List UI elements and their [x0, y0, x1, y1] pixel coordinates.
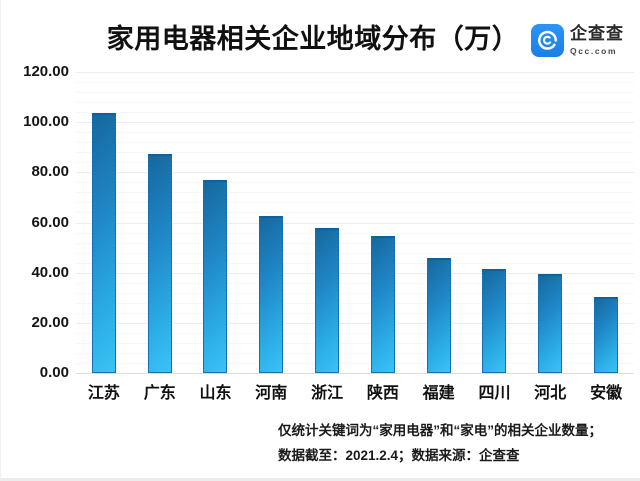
- x-tick-label: 福建: [422, 385, 455, 402]
- major-gridline: [76, 272, 634, 274]
- qcc-logo-domain: Qcc.com: [570, 46, 618, 56]
- bar-广东: [147, 153, 172, 373]
- major-gridline: [76, 122, 634, 124]
- minor-gridline: [76, 332, 634, 334]
- y-tick-label: 40.00: [31, 263, 69, 281]
- minor-gridline: [76, 232, 634, 234]
- bar-slot: [243, 72, 299, 373]
- x-tick-label: 江苏: [87, 385, 120, 402]
- bar-slot: [522, 72, 578, 373]
- bar-四川: [482, 268, 507, 373]
- y-tick-label: 120.00: [23, 63, 69, 80]
- x-axis: 江苏 广东 山东 河南 浙江 陕西 福建 四川 河北 安徽: [76, 379, 634, 403]
- y-tick-label: 80.00: [31, 163, 69, 181]
- minor-gridline: [76, 112, 634, 114]
- footnote-line2: 数据截至：2021.2.4；数据来源：企查查: [278, 448, 520, 463]
- minor-gridline: [76, 152, 634, 154]
- x-tick-label: 四川: [478, 385, 511, 402]
- y-tick-label: 0.00: [39, 364, 69, 381]
- minor-gridline: [76, 352, 634, 354]
- minor-gridline: [76, 102, 634, 104]
- minor-gridline: [76, 162, 634, 164]
- x-tick-label: 陕西: [366, 385, 399, 402]
- minor-gridline: [76, 142, 634, 144]
- footnote: 仅统计关键词为“家用电器”和“家电”的相关企业数量； 数据截至：2021.2.4…: [278, 418, 602, 468]
- bar-河南: [259, 216, 284, 373]
- bar-slot: [467, 72, 523, 373]
- bar-浙江: [315, 227, 340, 373]
- minor-gridline: [76, 82, 634, 84]
- minor-gridline: [76, 182, 634, 184]
- x-axis-line: [76, 373, 634, 374]
- x-tick-label: 山东: [199, 385, 232, 402]
- major-gridline: [76, 222, 634, 224]
- x-tick-label: 浙江: [311, 385, 344, 402]
- bar-slot: [76, 72, 132, 373]
- minor-gridline: [76, 302, 634, 304]
- y-tick-label: 20.00: [31, 313, 69, 331]
- minor-gridline: [76, 132, 634, 134]
- bar-河北: [538, 273, 563, 373]
- bar-slot: [188, 72, 244, 373]
- qcc-logo-text: 企查查 Qcc.com: [570, 24, 624, 56]
- minor-gridline: [76, 342, 634, 344]
- qcc-logo-icon: [531, 24, 564, 57]
- minor-gridline: [76, 192, 634, 194]
- bar-陕西: [370, 236, 395, 373]
- bar-安徽: [594, 296, 619, 373]
- bar-slot: [578, 72, 634, 373]
- bar-山东: [203, 179, 228, 373]
- minor-gridline: [76, 312, 634, 314]
- minor-gridline: [76, 202, 634, 204]
- minor-gridline: [76, 282, 634, 284]
- qcc-logo: 企查查 Qcc.com: [531, 24, 624, 57]
- bar-江苏: [91, 113, 116, 373]
- y-tick-label: 100.00: [23, 113, 69, 131]
- bar-slot: [411, 72, 467, 373]
- footnote-line1: 仅统计关键词为“家用电器”和“家电”的相关企业数量；: [278, 423, 602, 438]
- y-tick-label: 60.00: [31, 213, 69, 231]
- bar-series: [76, 72, 634, 373]
- major-gridline: [76, 322, 634, 324]
- minor-gridline: [76, 242, 634, 244]
- plot-area: [76, 72, 634, 374]
- minor-gridline: [76, 292, 634, 294]
- x-tick-label: 河南: [255, 385, 288, 402]
- minor-gridline: [76, 252, 634, 254]
- x-tick-label: 河北: [534, 385, 567, 402]
- minor-gridline: [76, 92, 634, 94]
- x-tick-label: 安徽: [590, 385, 623, 402]
- bar-slot: [132, 72, 188, 373]
- major-gridline: [76, 172, 634, 174]
- minor-gridline: [76, 262, 634, 264]
- major-gridline: [76, 72, 634, 73]
- bar-slot: [355, 72, 411, 373]
- minor-gridline: [76, 212, 634, 214]
- x-tick-label: 广东: [143, 385, 176, 402]
- minor-gridline: [76, 362, 634, 364]
- bar-福建: [426, 257, 451, 373]
- bar-slot: [299, 72, 355, 373]
- chart-title: 家用电器相关企业地域分布（万）: [106, 24, 520, 54]
- qcc-logo-name: 企查查: [570, 24, 624, 43]
